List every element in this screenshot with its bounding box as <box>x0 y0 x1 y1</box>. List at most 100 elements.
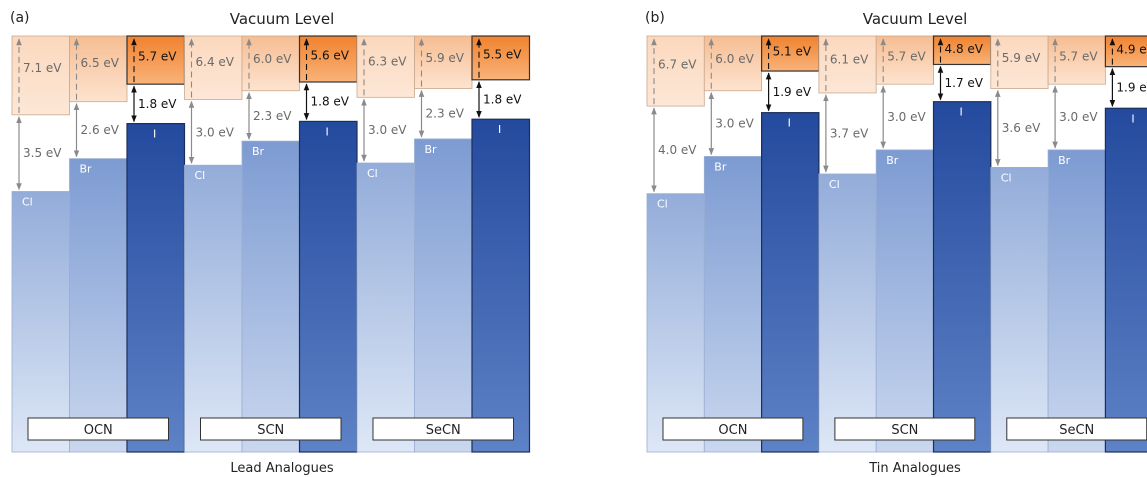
ionization-label: 6.3 eV <box>368 54 407 68</box>
band-gap-label: 1.8 eV <box>138 97 177 111</box>
group-ocn: 7.1 eV 3.5 eV Cl 6.5 eV 2.6 eV Br 5.7 eV 1.8 eV… <box>11 35 186 453</box>
valence-band-br <box>241 140 300 453</box>
valence-band-cl <box>11 191 70 453</box>
valence-band-br <box>875 149 934 453</box>
ionization-label: 6.4 eV <box>196 55 235 69</box>
halide-label: I <box>1131 112 1134 125</box>
halide-label: Br <box>252 145 265 158</box>
halide-label: Br <box>1058 154 1071 167</box>
band-gap-label: 1.9 eV <box>773 85 812 99</box>
conduction-band-i <box>126 35 186 85</box>
valence-band-cl <box>356 162 415 453</box>
ionization-label: 6.7 eV <box>658 58 697 72</box>
ionization-label: 4.8 eV <box>945 42 984 56</box>
conduction-band-br <box>241 35 300 92</box>
halide-label: Cl <box>195 169 206 182</box>
panel-footer-label: Lead Analogues <box>230 461 334 476</box>
group-scn: 6.1 eV 3.7 eV Cl 5.7 eV 3.0 eV Br 4.8 eV 1.7 eV… <box>818 35 992 453</box>
halide-label: Cl <box>829 178 840 191</box>
valence-band-i <box>760 112 820 453</box>
ionization-label: 5.9 eV <box>1002 51 1041 65</box>
group-label: SeCN <box>426 423 461 438</box>
halide-label: Cl <box>22 195 33 208</box>
band-gap-label: 4.0 eV <box>658 143 697 157</box>
band-gap-label: 1.8 eV <box>311 95 350 109</box>
ionization-label: 5.6 eV <box>311 48 350 62</box>
vacuum-level-label: Vacuum Level <box>230 10 335 28</box>
valence-band-cl <box>818 173 877 453</box>
valence-band-i <box>298 120 358 453</box>
band-gap-label: 3.7 eV <box>830 126 869 140</box>
valence-band-i <box>1104 107 1147 453</box>
group-label: OCN <box>718 423 747 438</box>
halide-label: Cl <box>367 167 378 180</box>
ionization-label: 7.1 eV <box>23 61 62 75</box>
halide-label: Br <box>714 160 727 173</box>
group-label-box <box>662 417 804 441</box>
group-label: OCN <box>84 423 113 438</box>
ionization-label: 6.1 eV <box>830 53 869 67</box>
panel-tin: (b) Vacuum Level Tin Analogues 6.7 eV 4.0 eV… <box>645 10 1147 476</box>
ionization-label: 6.0 eV <box>715 52 754 66</box>
valence-band-cl <box>646 193 705 453</box>
ionization-label: 4.9 eV <box>1116 43 1147 57</box>
valence-band-br <box>1047 149 1106 453</box>
band-gap-label: 3.0 eV <box>887 110 926 124</box>
panel-lead: (a) Vacuum Level Lead Analogues 7.1 eV 3.5 e… <box>10 10 531 476</box>
band-gap-label: 3.0 eV <box>1059 110 1098 124</box>
conduction-band-cl <box>646 35 705 107</box>
group-secn: 6.3 eV 3.0 eV Cl 5.9 eV 2.3 eV Br 5.5 eV 1.8 eV… <box>356 35 531 453</box>
group-label-box <box>834 417 976 441</box>
ionization-label: 5.1 eV <box>773 44 812 58</box>
valence-band-br <box>414 138 473 453</box>
ionization-label: 5.7 eV <box>1059 49 1098 63</box>
conduction-band-cl <box>184 35 243 100</box>
valence-band-i <box>932 101 992 453</box>
group-label-box <box>27 417 169 441</box>
halide-label: Br <box>425 143 438 156</box>
halide-label: Cl <box>657 198 668 211</box>
band-gap-label: 3.5 eV <box>23 146 62 160</box>
band-gap-label: 2.6 eV <box>81 123 120 137</box>
band-gap-label: 1.8 eV <box>483 93 522 107</box>
ionization-label: 6.5 eV <box>81 56 120 70</box>
halide-label: I <box>788 117 791 130</box>
group-ocn: 6.7 eV 4.0 eV Cl 6.0 eV 3.0 eV Br 5.1 eV 1.9 eV… <box>646 35 820 453</box>
panel-footer-label: Tin Analogues <box>868 461 961 476</box>
conduction-band-cl <box>11 35 70 116</box>
valence-band-cl <box>990 166 1049 453</box>
group-label-box <box>372 417 514 441</box>
ionization-label: 5.7 eV <box>887 49 926 63</box>
band-gap-label: 2.3 eV <box>253 109 292 123</box>
halide-label: Br <box>886 154 899 167</box>
band-gap-label: 3.0 eV <box>715 117 754 131</box>
group-label: SeCN <box>1059 423 1094 438</box>
halide-label: I <box>153 128 156 141</box>
group-label-box <box>200 417 342 441</box>
halide-label: Cl <box>1001 171 1012 184</box>
conduction-band-cl <box>818 35 877 94</box>
vacuum-level-label: Vacuum Level <box>863 10 968 28</box>
halide-label: I <box>326 125 329 138</box>
valence-band-br <box>703 156 762 453</box>
halide-label: Br <box>80 163 93 176</box>
group-secn: 5.9 eV 3.6 eV Cl 5.7 eV 3.0 eV Br 4.9 eV 1.9 eV… <box>990 35 1147 453</box>
valence-band-i <box>471 118 531 453</box>
halide-label: I <box>498 123 501 136</box>
band-gap-label: 1.7 eV <box>945 76 984 90</box>
band-gap-label: 3.6 eV <box>1002 121 1041 135</box>
group-scn: 6.4 eV 3.0 eV Cl 6.0 eV 2.3 eV Br 5.6 eV 1.8 eV… <box>184 35 358 453</box>
band-gap-label: 2.3 eV <box>426 107 465 121</box>
ionization-label: 6.0 eV <box>253 52 292 66</box>
panel-letter: (a) <box>10 10 30 26</box>
ionization-label: 5.9 eV <box>426 51 465 65</box>
group-label: SCN <box>891 423 918 438</box>
halide-label: I <box>960 106 963 119</box>
group-label: SCN <box>257 423 284 438</box>
panel-letter: (b) <box>645 10 665 26</box>
band-gap-label: 1.9 eV <box>1116 80 1147 94</box>
band-gap-label: 3.0 eV <box>196 125 235 139</box>
ionization-label: 5.5 eV <box>483 48 522 62</box>
band-gap-label: 3.0 eV <box>368 123 407 137</box>
